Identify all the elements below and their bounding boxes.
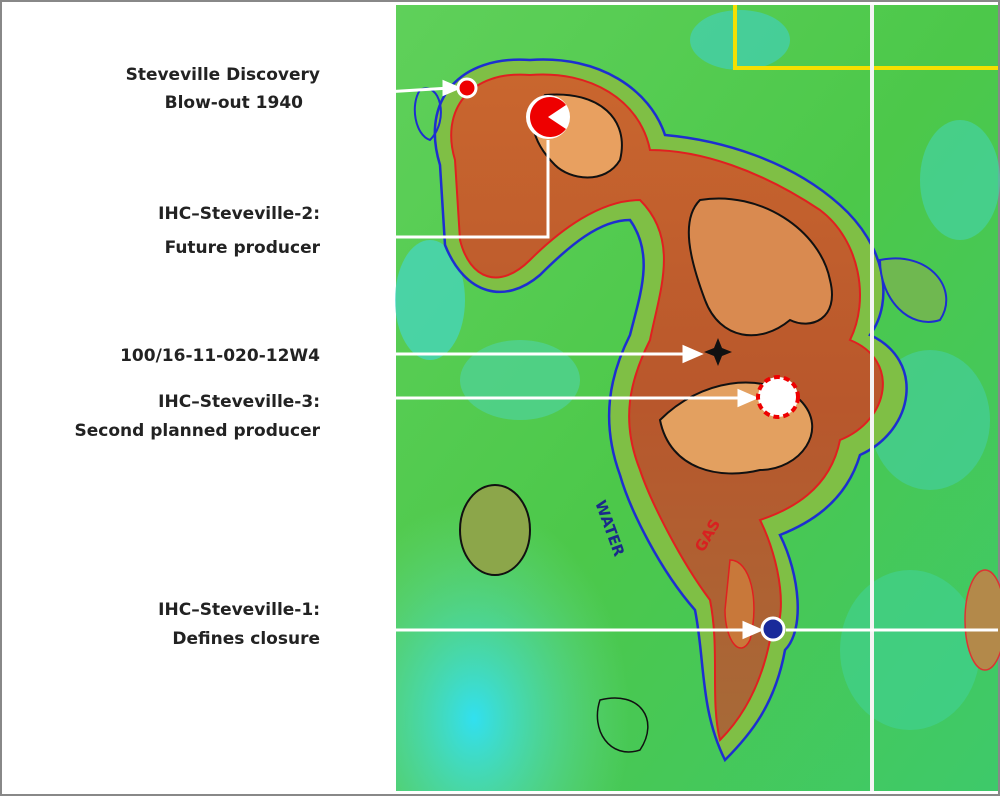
label: Second planned producer [74, 421, 320, 441]
wells [456, 77, 800, 642]
labels: Steveville Discovery Blow-out 1940 IHC–S… [74, 65, 320, 649]
label: Future producer [165, 238, 321, 258]
label: IHC–Steveville-3: [158, 392, 320, 412]
label: Blow-out 1940 [165, 93, 304, 113]
label: IHC–Steveville-2: [158, 204, 320, 224]
label: 100/16-11-020-12W4 [120, 346, 320, 366]
label: Steveville Discovery [126, 65, 320, 85]
callouts [334, 79, 998, 640]
label: IHC–Steveville-1: [158, 600, 320, 620]
label: Defines closure [172, 629, 320, 649]
map: WATER GAS [395, 5, 1000, 791]
